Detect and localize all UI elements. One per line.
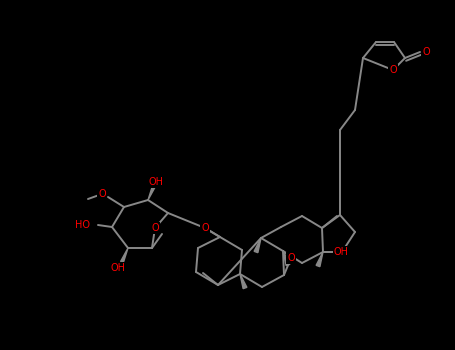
Text: O: O bbox=[151, 223, 159, 233]
Text: O: O bbox=[422, 47, 430, 57]
Text: O: O bbox=[287, 253, 295, 263]
Polygon shape bbox=[121, 248, 128, 262]
Polygon shape bbox=[148, 186, 155, 200]
Text: O: O bbox=[201, 223, 209, 233]
Text: OH: OH bbox=[148, 177, 163, 187]
Text: HO: HO bbox=[75, 220, 90, 230]
Polygon shape bbox=[254, 238, 261, 253]
Polygon shape bbox=[240, 274, 247, 289]
Polygon shape bbox=[283, 251, 290, 266]
Text: O: O bbox=[389, 65, 397, 75]
Text: OH: OH bbox=[334, 247, 349, 257]
Polygon shape bbox=[316, 252, 323, 267]
Text: OH: OH bbox=[111, 263, 126, 273]
Text: O: O bbox=[98, 189, 106, 199]
